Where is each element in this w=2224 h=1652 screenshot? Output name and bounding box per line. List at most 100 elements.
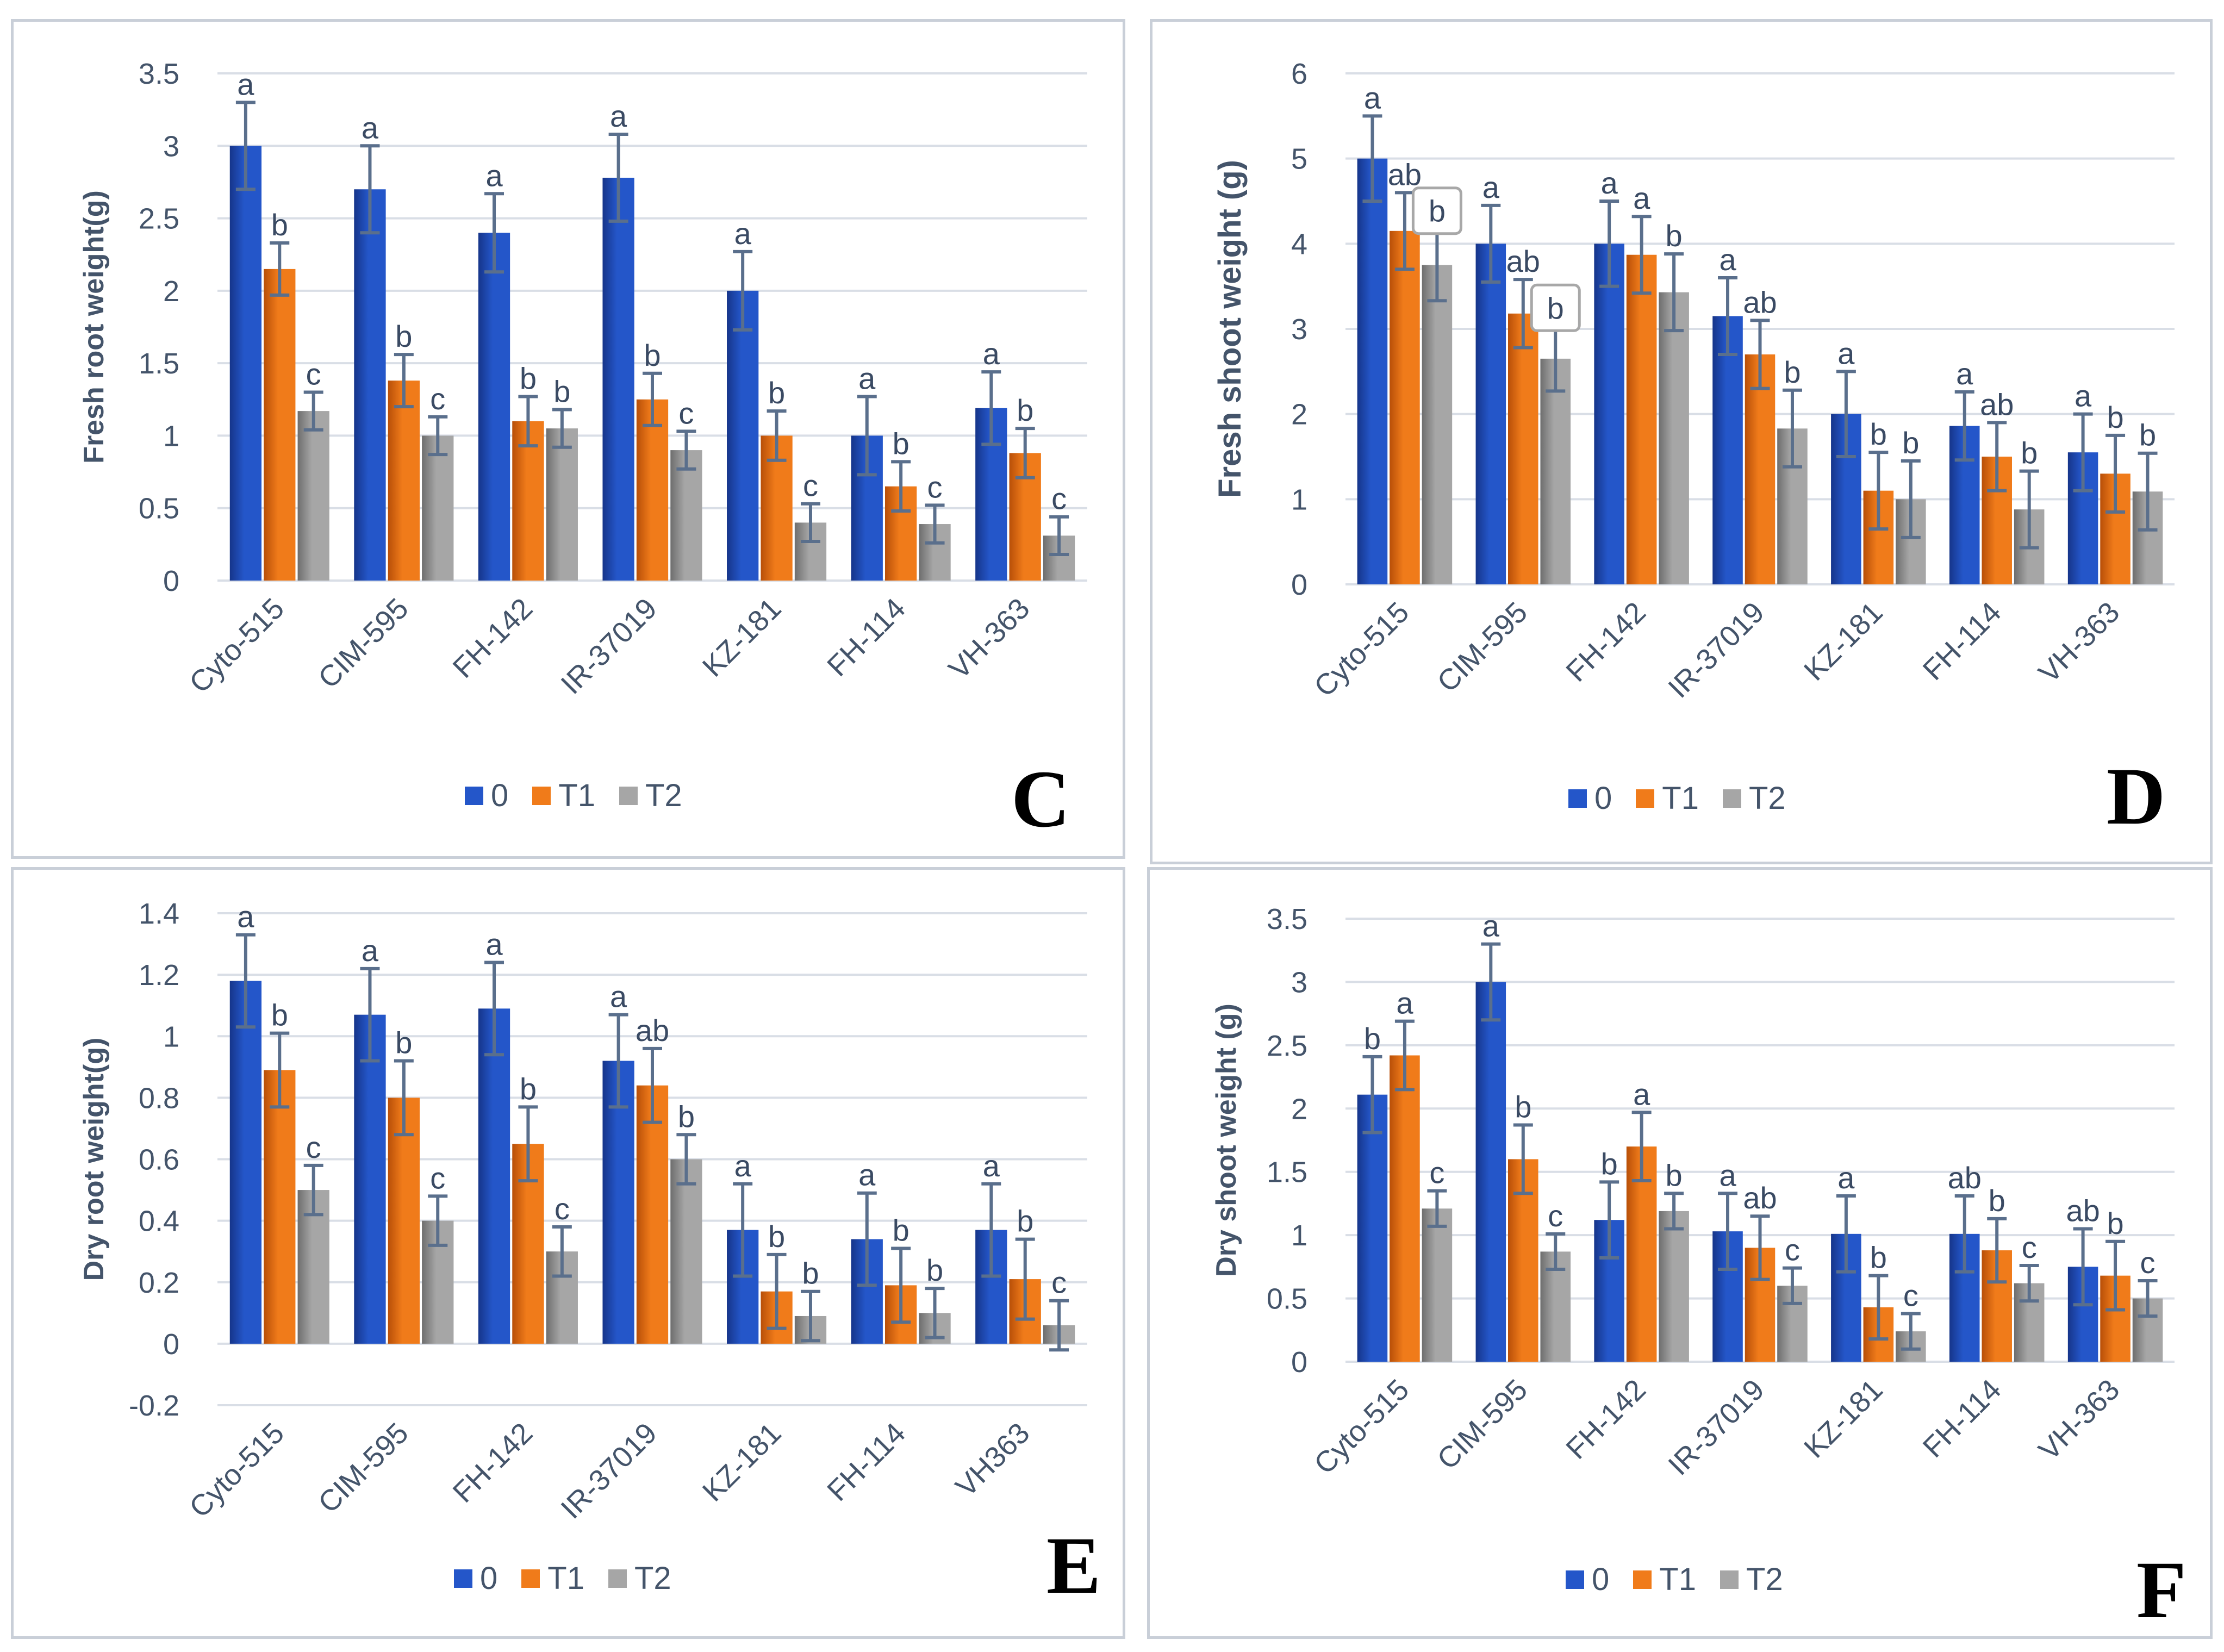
error-bar bbox=[800, 502, 820, 544]
legend-label-t1: T1 bbox=[547, 1561, 584, 1596]
significance-letter: a bbox=[1837, 1161, 1855, 1195]
bar bbox=[1390, 230, 1420, 584]
significance-letter: ab bbox=[1980, 387, 2014, 421]
significance-letter: b bbox=[1429, 194, 1446, 228]
error-bar bbox=[1513, 278, 1533, 350]
y-tick-label: 1 bbox=[1291, 483, 1307, 516]
error-bar bbox=[394, 1059, 414, 1137]
legend-e: 0 T1 T2 bbox=[454, 1560, 671, 1597]
letter-box bbox=[1411, 186, 1462, 235]
y-tick-label: 3 bbox=[163, 130, 179, 163]
legend-swatch-t2 bbox=[1720, 1570, 1739, 1589]
bar bbox=[546, 428, 578, 581]
bar bbox=[388, 381, 420, 581]
significance-letter: b bbox=[1515, 1090, 1531, 1124]
significance-letter: c bbox=[1903, 1279, 1918, 1313]
y-tick-label: 0 bbox=[163, 565, 179, 597]
significance-letter: a bbox=[362, 110, 379, 145]
bar bbox=[388, 1098, 420, 1344]
significance-letter: c bbox=[1785, 1233, 1800, 1267]
y-tick-label: 2 bbox=[163, 275, 179, 308]
error-bar bbox=[1599, 1180, 1619, 1260]
chart-e: -0.2 0 0.2 0.4 0.6 0.8 1 1.2 1.4 Dry root weight(… bbox=[78, 897, 1087, 1525]
legend-label-t1: T1 bbox=[1659, 1562, 1696, 1597]
error-bar bbox=[2105, 1239, 2126, 1312]
legend-label-0: 0 bbox=[491, 778, 509, 813]
error-bar bbox=[360, 967, 380, 1063]
x-tick-label: VH-363 bbox=[2033, 1373, 2126, 1467]
significance-letter: c bbox=[306, 1130, 321, 1164]
y-tick-label: -0.2 bbox=[129, 1389, 179, 1422]
significance-letter: a bbox=[485, 927, 503, 962]
error-bar bbox=[1718, 1192, 1738, 1271]
significance-letter: a bbox=[1601, 166, 1618, 200]
significance-letter: a bbox=[1719, 242, 1736, 277]
x-tick-label: FH-114 bbox=[821, 592, 912, 683]
error-bar bbox=[643, 1046, 662, 1124]
error-bar bbox=[484, 192, 504, 274]
significance-letter: a bbox=[362, 933, 379, 968]
error-bar bbox=[270, 1031, 290, 1109]
panel-letter-d: D bbox=[2107, 751, 2166, 841]
bar bbox=[478, 233, 510, 581]
significance-letter: a bbox=[858, 1158, 876, 1192]
y-tick-label: 2.5 bbox=[139, 203, 179, 235]
error-bar bbox=[1427, 1189, 1447, 1228]
legend-swatch-0 bbox=[1568, 789, 1587, 808]
significance-letter: b bbox=[1547, 291, 1564, 325]
significance-letter: b bbox=[1784, 355, 1801, 389]
y-tick-label: 1 bbox=[1291, 1219, 1307, 1252]
significance-letter: b bbox=[1902, 426, 1919, 460]
y-tick-label: 1.5 bbox=[139, 347, 179, 380]
significance-letter: c bbox=[430, 382, 445, 416]
significance-letter: a bbox=[237, 900, 254, 934]
error-bar bbox=[1901, 1312, 1921, 1351]
x-tick-label: FH-114 bbox=[1917, 596, 2008, 687]
x-tick-label: VH363 bbox=[949, 1417, 1036, 1503]
legend-swatch-0 bbox=[454, 1569, 472, 1588]
error-bar bbox=[1049, 1299, 1069, 1352]
legend-item-t1: T1 bbox=[1633, 1561, 1696, 1598]
error-bar bbox=[925, 1287, 945, 1339]
bar bbox=[1475, 982, 1506, 1362]
error-bar bbox=[891, 460, 911, 513]
error-bar bbox=[857, 1191, 877, 1287]
y-tick-label: 1.4 bbox=[139, 897, 179, 930]
error-bar bbox=[1836, 1194, 1856, 1274]
significance-letter: a bbox=[1482, 909, 1500, 943]
error-bar bbox=[1599, 200, 1619, 288]
y-tick-label: 1 bbox=[163, 1020, 179, 1053]
legend-label-t2: T2 bbox=[645, 778, 682, 813]
error-bar bbox=[1987, 421, 2007, 493]
y-tick-label: 0.2 bbox=[139, 1267, 179, 1299]
legend-swatch-0 bbox=[465, 786, 483, 805]
error-bar bbox=[1868, 1274, 1889, 1341]
significance-letter: a bbox=[734, 1149, 752, 1183]
error-bar bbox=[767, 409, 787, 462]
y-tick-label: 0 bbox=[1291, 1346, 1307, 1379]
panel-d: 0 1 2 3 4 5 6 Fresh shoot weight (g) a ab b Cyto-51… bbox=[1150, 19, 2213, 864]
significance-letter: ab bbox=[1506, 244, 1540, 278]
bar bbox=[1390, 1055, 1420, 1362]
legend-item-t2: T2 bbox=[1720, 1561, 1783, 1598]
significance-letter: b bbox=[1870, 1240, 1887, 1275]
error-bar bbox=[1015, 1237, 1035, 1321]
significance-letter: b bbox=[926, 1253, 943, 1287]
error-bar bbox=[1631, 215, 1652, 295]
letter-box bbox=[1530, 283, 1581, 332]
bar bbox=[727, 290, 759, 581]
x-tick-label: FH-142 bbox=[1560, 1373, 1652, 1466]
significance-letter: b bbox=[1870, 417, 1887, 451]
y-tick-label: 0.4 bbox=[139, 1205, 179, 1238]
bar bbox=[1745, 354, 1776, 584]
y-axis-title: Fresh shoot weight (g) bbox=[1212, 160, 1248, 498]
y-tick-label: 1.5 bbox=[1267, 1156, 1307, 1189]
panel-e: -0.2 0 0.2 0.4 0.6 0.8 1 1.2 1.4 Dry root weight(… bbox=[11, 867, 1125, 1639]
legend-label-0: 0 bbox=[1592, 1562, 1610, 1597]
y-axis-title: Dry shoot weight (g) bbox=[1211, 1003, 1242, 1277]
significance-letter: ab bbox=[1743, 285, 1777, 319]
y-tick-label: 2 bbox=[1291, 1093, 1307, 1125]
error-bar bbox=[1481, 203, 1501, 284]
y-tick-label: 0 bbox=[1291, 569, 1307, 601]
bar bbox=[1508, 313, 1538, 584]
